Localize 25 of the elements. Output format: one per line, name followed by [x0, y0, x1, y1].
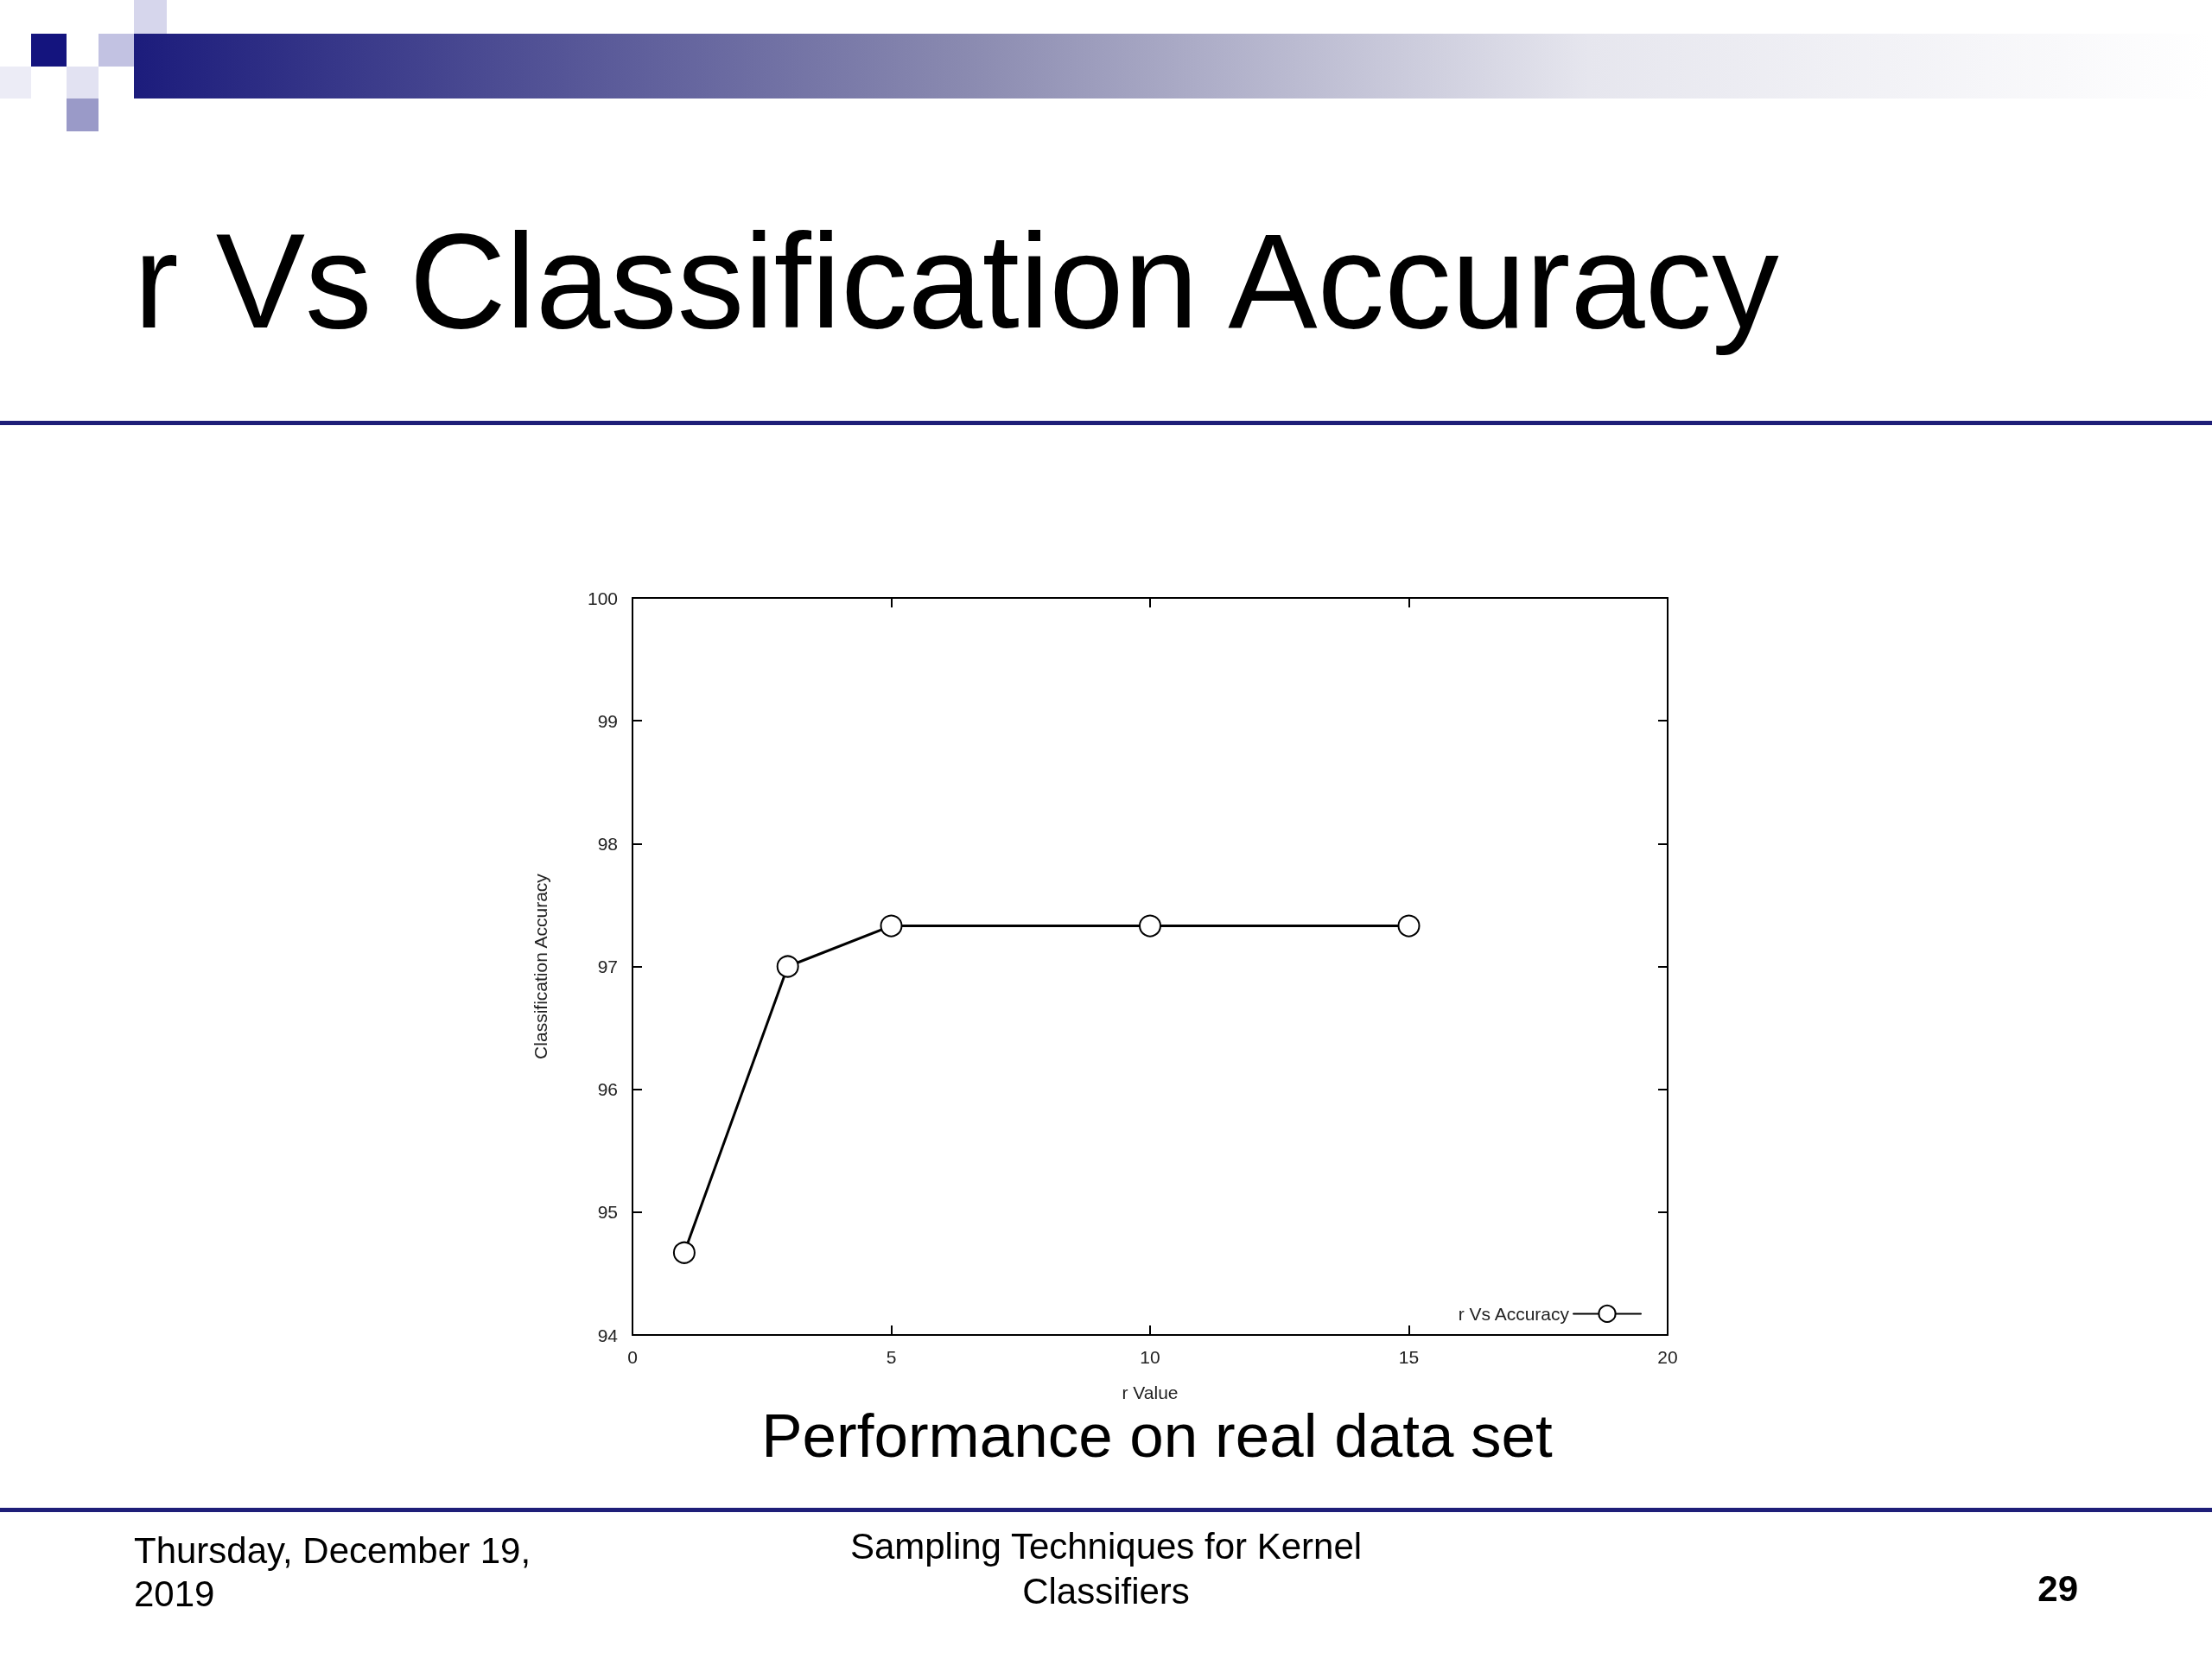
text: Thursday, December 19, 2019 [134, 1529, 532, 1616]
x-axis-title: r Value [1122, 1382, 1179, 1402]
x-tick-label: 0 [627, 1347, 638, 1367]
y-tick-label: 95 [597, 1202, 618, 1223]
text: Sampling Techniques for Kernel Classifiers [849, 1525, 1363, 1613]
chart-title: r Vs Classification Accuracy [134, 207, 1779, 356]
x-tick-label: 15 [1398, 1347, 1420, 1367]
y-tick-label: 99 [597, 710, 618, 731]
y-tick-label: 100 [587, 588, 618, 608]
x-tick-label: 20 [1657, 1347, 1678, 1367]
point [672, 1241, 696, 1264]
y-tick-label: 97 [597, 957, 618, 976]
point [1139, 914, 1161, 938]
text: 29 [2037, 1567, 2078, 1611]
y-tick-label: 94 [597, 1325, 619, 1345]
y-tick-label: 98 [597, 833, 618, 854]
point [776, 955, 799, 978]
y-tick-label: 96 [597, 1079, 618, 1100]
point [880, 914, 903, 938]
x-tick-label: 10 [1140, 1347, 1160, 1367]
text: Performance on real data set [760, 1402, 1554, 1470]
x-tick-label: 5 [886, 1347, 897, 1367]
y-axis-title: Classification Accuracy [531, 873, 550, 1059]
legend-label: r Vs Accuracy [1458, 1303, 1570, 1324]
point [1397, 914, 1421, 938]
